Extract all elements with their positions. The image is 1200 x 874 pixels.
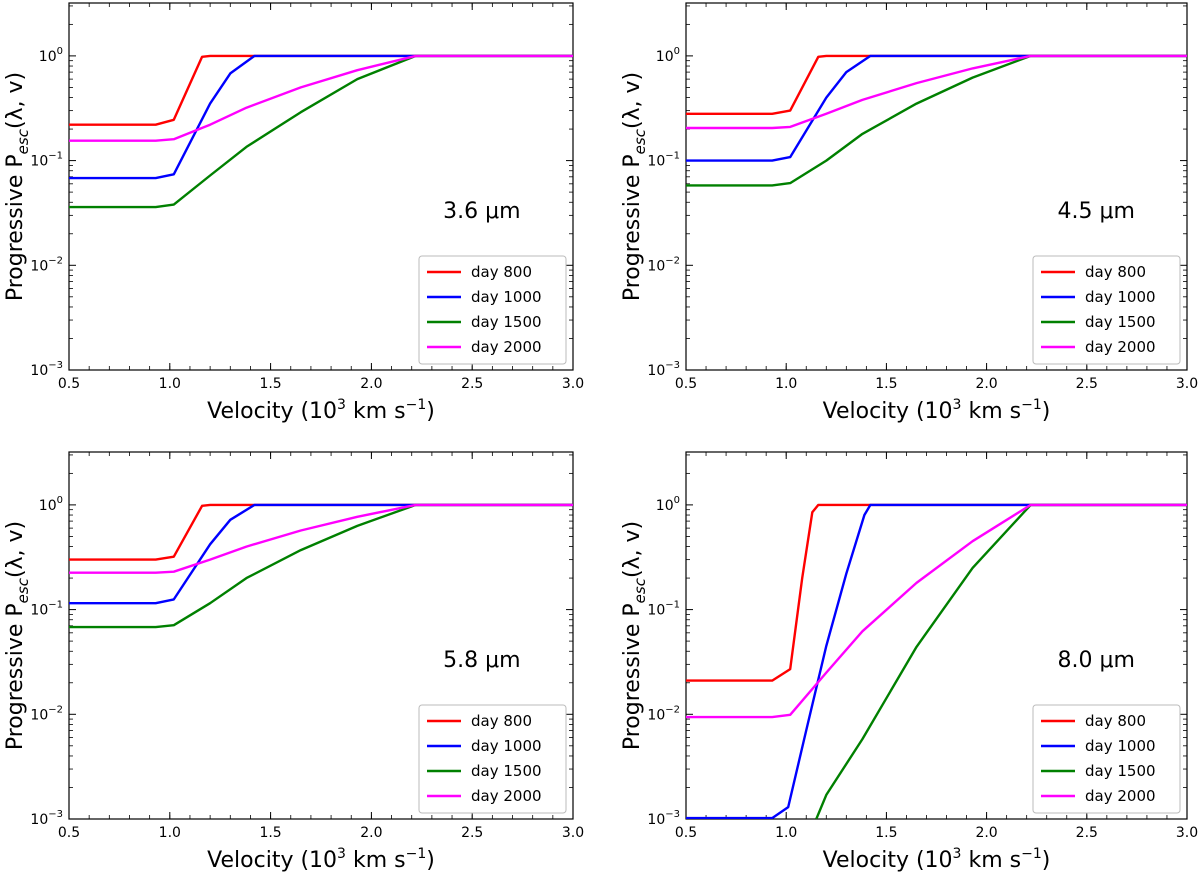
x-tick-label: 0.5 xyxy=(675,376,697,392)
x-tick-label: 0.5 xyxy=(675,825,697,841)
y-axis-label: Progressive Pesc(λ, v) xyxy=(620,521,649,750)
x-tick-label: 1.5 xyxy=(875,825,897,841)
legend-label: day 1500 xyxy=(1085,313,1156,331)
x-tick-label: 2.0 xyxy=(975,376,997,392)
legend-label: day 2000 xyxy=(1085,787,1156,805)
y-tick-label: 10−3 xyxy=(30,809,63,828)
x-tick-label: 1.0 xyxy=(159,825,181,841)
x-axis-label: Velocity (103 km s−1) xyxy=(207,846,435,873)
y-tick-label: 10−3 xyxy=(30,360,63,379)
y-tick-label: 10−1 xyxy=(647,151,680,170)
x-tick-label: 2.5 xyxy=(1076,376,1098,392)
series-line-day-2000 xyxy=(69,503,573,574)
legend: day 800 day 1000 day 1500 day 2000 xyxy=(418,704,567,814)
chart-panel-2: 0.5 1.0 1.5 2.0 2.5 3.0 10−3 10−2 10−1 100 4.5 μm d… xyxy=(620,2,1198,424)
x-tick-label: 0.5 xyxy=(58,825,80,841)
x-tick-label: 1.5 xyxy=(259,825,281,841)
x-tick-label: 2.5 xyxy=(1076,825,1098,841)
x-tick-label: 3.0 xyxy=(1176,376,1198,392)
legend-label: day 1000 xyxy=(471,288,542,306)
wavelength-annotation: 5.8 μm xyxy=(443,648,520,673)
series-line-day-800 xyxy=(686,503,1187,682)
legend-box xyxy=(418,704,567,814)
legend-label: day 2000 xyxy=(471,338,542,356)
legend-label: day 1500 xyxy=(471,313,542,331)
legend-label: day 800 xyxy=(1085,263,1146,281)
series-line-day-1500 xyxy=(686,54,1187,187)
x-tick-label: 2.0 xyxy=(975,825,997,841)
y-axis-label: Progressive Pesc(λ, v) xyxy=(620,72,649,301)
x-tick-label: 2.0 xyxy=(360,376,382,392)
x-tick-label: 3.0 xyxy=(562,376,584,392)
series-group xyxy=(686,54,1187,187)
series-line-day-1500 xyxy=(69,54,573,209)
x-tick-label: 3.0 xyxy=(562,825,584,841)
legend-label: day 800 xyxy=(471,263,532,281)
x-tick-label: 1.0 xyxy=(775,376,797,392)
series-line-day-1000 xyxy=(69,54,573,180)
x-axis-label: Velocity (103 km s−1) xyxy=(823,846,1051,873)
x-tick-label: 1.0 xyxy=(159,376,181,392)
legend: day 800 day 1000 day 1500 day 2000 xyxy=(1032,255,1181,365)
x-tick-label: 2.5 xyxy=(461,376,483,392)
y-axis-label: Progressive Pesc(λ, v) xyxy=(3,521,32,750)
wavelength-annotation: 3.6 μm xyxy=(443,199,520,224)
series-group xyxy=(686,503,1187,819)
legend-label: day 2000 xyxy=(471,787,542,805)
x-tick-label: 1.0 xyxy=(775,825,797,841)
chart-panel-4: 0.5 1.0 1.5 2.0 2.5 3.0 10−3 10−2 10−1 100 8.0 μm d… xyxy=(620,451,1198,873)
series-line-day-1000 xyxy=(69,503,573,605)
legend-label: day 2000 xyxy=(1085,338,1156,356)
y-tick-label: 10−3 xyxy=(647,360,680,379)
series-line-day-1500 xyxy=(69,503,573,629)
x-tick-label: 2.5 xyxy=(461,825,483,841)
x-tick-label: 2.0 xyxy=(360,825,382,841)
y-tick-label: 100 xyxy=(656,46,680,65)
legend-box xyxy=(1032,704,1181,814)
y-tick-label: 10−1 xyxy=(647,600,680,619)
x-axis-label: Velocity (103 km s−1) xyxy=(823,397,1051,424)
series-line-day-2000 xyxy=(686,503,1187,719)
legend-label: day 1500 xyxy=(1085,762,1156,780)
series-line-day-1000 xyxy=(686,54,1187,162)
legend-label: day 1000 xyxy=(1085,737,1156,755)
x-tick-label: 1.5 xyxy=(875,376,897,392)
legend-box xyxy=(1032,255,1181,365)
y-tick-label: 10−2 xyxy=(30,255,63,274)
y-tick-label: 10−2 xyxy=(647,704,680,723)
x-tick-label: 3.0 xyxy=(1176,825,1198,841)
y-tick-label: 10−1 xyxy=(30,151,63,170)
wavelength-annotation: 4.5 μm xyxy=(1057,199,1134,224)
wavelength-annotation: 8.0 μm xyxy=(1057,648,1134,673)
y-tick-label: 100 xyxy=(39,46,63,65)
x-tick-label: 0.5 xyxy=(58,376,80,392)
y-tick-label: 10−2 xyxy=(647,255,680,274)
legend-box xyxy=(418,255,567,365)
legend-label: day 1000 xyxy=(471,737,542,755)
legend-label: day 800 xyxy=(1085,712,1146,730)
chart-panel-1: 0.5 1.0 1.5 2.0 2.5 3.0 10−3 10−2 10−1 100 3.6 μm d… xyxy=(3,2,584,424)
y-tick-label: 10−2 xyxy=(30,704,63,723)
y-tick-label: 100 xyxy=(39,495,63,514)
series-line-day-1000 xyxy=(686,503,1187,819)
y-tick-label: 10−1 xyxy=(30,600,63,619)
series-line-day-2000 xyxy=(69,54,573,142)
legend: day 800 day 1000 day 1500 day 2000 xyxy=(418,255,567,365)
series-group xyxy=(69,54,573,209)
legend-label: day 1000 xyxy=(1085,288,1156,306)
series-line-day-2000 xyxy=(686,54,1187,130)
legend: day 800 day 1000 day 1500 day 2000 xyxy=(1032,704,1181,814)
x-tick-label: 1.5 xyxy=(259,376,281,392)
x-axis-label: Velocity (103 km s−1) xyxy=(207,397,435,424)
legend-label: day 1500 xyxy=(471,762,542,780)
y-axis-label: Progressive Pesc(λ, v) xyxy=(3,72,32,301)
y-tick-label: 10−3 xyxy=(647,809,680,828)
legend-label: day 800 xyxy=(471,712,532,730)
y-tick-label: 100 xyxy=(656,495,680,514)
chart-panel-3: 0.5 1.0 1.5 2.0 2.5 3.0 10−3 10−2 10−1 100 5.8 μm d… xyxy=(3,451,584,873)
series-group xyxy=(69,503,573,629)
